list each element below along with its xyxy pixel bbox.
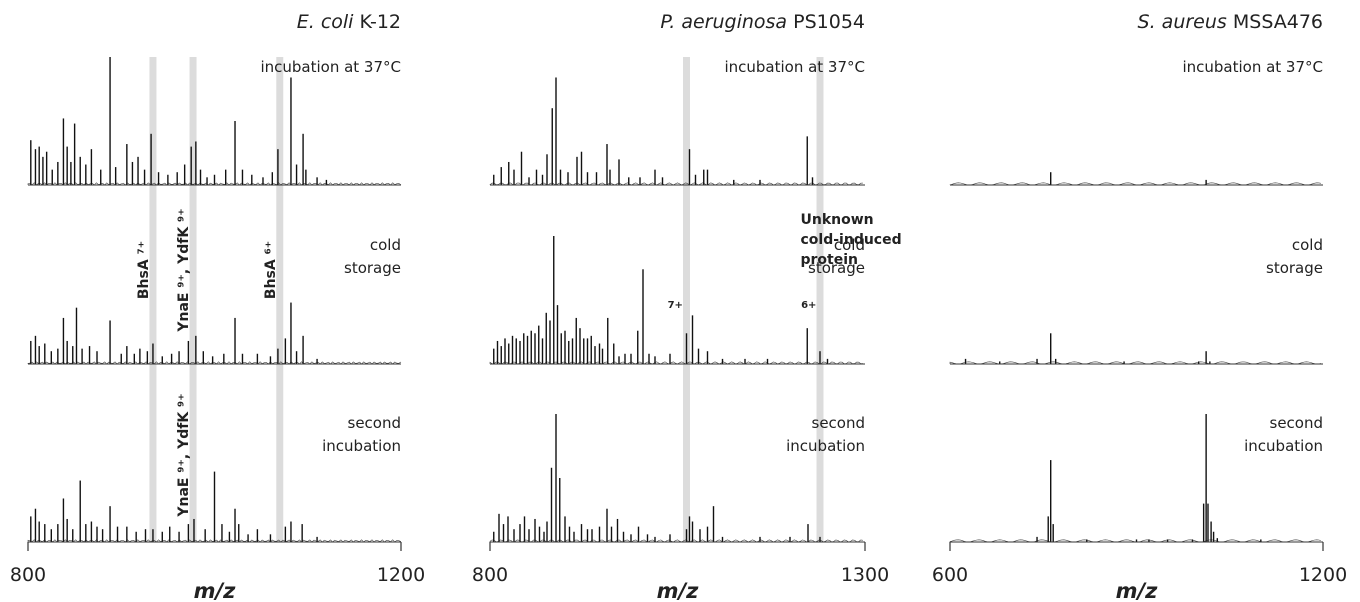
condition-label: incubation at 37°C bbox=[724, 58, 865, 76]
condition-label: cold storage bbox=[1266, 236, 1323, 277]
spectrum-panel: second incubation bbox=[27, 414, 402, 543]
spectrum-panel: incubation at 37°C bbox=[949, 58, 1323, 186]
spectrum-panel: incubation at 37°C bbox=[27, 57, 402, 186]
organism-title: S. aureus MSSA476 bbox=[1138, 11, 1323, 33]
spectrum-noise bbox=[489, 539, 863, 543]
ion-annotation: BhsA ⁶⁺ bbox=[263, 241, 279, 299]
charge-state-label: 7+ bbox=[668, 300, 683, 311]
axis-tick-label: 800 bbox=[472, 564, 508, 586]
ion-annotation: BhsA ⁷⁺ bbox=[136, 241, 152, 299]
spectrum-panel: second incubation bbox=[949, 414, 1323, 543]
spectrum-column-0: E. coli K-12 incubation at 37°C cold storag… bbox=[10, 11, 425, 602]
spectrum-column-1: P. aeruginosa PS1054 incubation at 37°C co… bbox=[472, 11, 902, 602]
ion-annotation: YnaE ⁹⁺, YdfK ⁹⁺ bbox=[176, 208, 192, 332]
spectrum-noise bbox=[949, 361, 1321, 365]
protein-annotation: Unknown bbox=[801, 212, 874, 228]
axis-tick-label: 1300 bbox=[841, 564, 889, 586]
organism-title: E. coli K-12 bbox=[297, 11, 401, 33]
spectrum-panel: incubation at 37°C bbox=[489, 58, 865, 186]
axis-tick-label: 1200 bbox=[1299, 564, 1347, 586]
organism-title: P. aeruginosa PS1054 bbox=[660, 11, 865, 33]
condition-label: second incubation bbox=[786, 414, 865, 455]
axis-tick-label: 1200 bbox=[377, 564, 425, 586]
highlight-band bbox=[149, 57, 157, 542]
spectrum-panel: cold storage bbox=[489, 236, 865, 365]
protein-annotation: protein bbox=[801, 252, 859, 268]
charge-state-label: 6+ bbox=[801, 300, 816, 311]
spectrum-panel: cold storage bbox=[949, 236, 1323, 365]
highlight-band bbox=[276, 57, 284, 542]
spectrum-noise bbox=[27, 361, 402, 365]
axis-tick-label: 600 bbox=[932, 564, 968, 586]
protein-annotation: cold-induced bbox=[801, 232, 902, 248]
spectrum-column-2: S. aureus MSSA476 incubation at 37°C cold s… bbox=[932, 11, 1347, 602]
highlight-band bbox=[816, 57, 824, 542]
spectrum-panel: second incubation bbox=[489, 414, 865, 543]
condition-label: cold storage bbox=[808, 236, 865, 277]
x-axis-label: m/z bbox=[1116, 579, 1159, 602]
condition-label: incubation at 37°C bbox=[260, 58, 401, 76]
highlight-band bbox=[683, 57, 690, 542]
condition-label: incubation at 37°C bbox=[1182, 58, 1323, 76]
x-axis-label: m/z bbox=[657, 579, 700, 602]
spectrum-panel: cold storage bbox=[27, 236, 402, 365]
condition-label: second incubation bbox=[322, 414, 401, 455]
condition-label: second incubation bbox=[1244, 414, 1323, 455]
x-axis-label: m/z bbox=[194, 579, 237, 602]
axis-tick-label: 800 bbox=[10, 564, 46, 586]
highlight-band bbox=[189, 57, 197, 542]
ion-annotation: YnaE ⁹⁺, YdfK ⁹⁺ bbox=[176, 393, 192, 517]
condition-label: cold storage bbox=[344, 236, 401, 277]
